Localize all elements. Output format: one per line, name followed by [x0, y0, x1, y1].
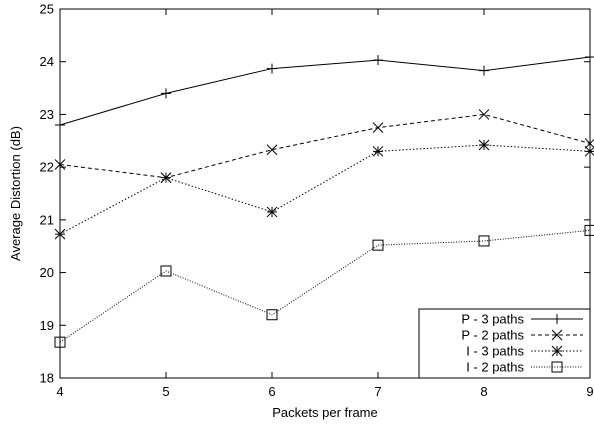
series-line — [59, 113, 591, 179]
square-marker — [478, 235, 490, 247]
asterisk-marker — [372, 145, 384, 157]
y-axis-title: Average Distortion (dB) — [8, 126, 23, 261]
asterisk-marker — [266, 206, 278, 218]
series-line — [59, 144, 591, 235]
series-line — [59, 56, 591, 126]
x-tick-label: 4 — [56, 384, 63, 399]
cross-marker — [478, 109, 490, 120]
cross-marker — [372, 122, 384, 133]
y-tick-label: 23 — [40, 107, 54, 122]
legend-label: I - 2 paths — [466, 360, 524, 375]
y-tick-label: 20 — [40, 265, 54, 280]
square-marker — [266, 309, 278, 321]
y-tick-label: 22 — [40, 160, 54, 175]
asterisk-marker — [54, 228, 66, 240]
plus-marker — [479, 65, 489, 76]
series-i-2-paths — [54, 224, 594, 348]
x-tick-label: 5 — [162, 384, 169, 399]
square-marker — [551, 361, 563, 373]
square-marker — [372, 239, 384, 251]
asterisk-marker — [478, 139, 490, 151]
plus-marker — [585, 51, 594, 62]
x-axis-title: Packets per frame — [272, 405, 378, 420]
plus-marker — [55, 119, 65, 130]
x-tick-label: 9 — [586, 384, 593, 399]
plus-marker — [373, 55, 383, 66]
cross-marker — [584, 138, 594, 149]
cross-marker — [551, 329, 563, 341]
asterisk-marker — [584, 145, 594, 157]
x-tick-label: 7 — [374, 384, 381, 399]
y-tick-label: 18 — [40, 371, 54, 386]
square-marker — [54, 336, 66, 348]
x-tick-label: 8 — [480, 384, 487, 399]
plus-marker — [552, 314, 562, 324]
legend-label: P - 3 paths — [461, 312, 524, 327]
axes: 18 19 20 21 22 23 24 25 4 5 6 7 8 9 — [40, 2, 594, 400]
y-tick-label: 25 — [40, 2, 54, 17]
y-tick-label: 24 — [40, 54, 54, 69]
plus-marker — [161, 88, 171, 99]
plus-marker — [267, 63, 277, 74]
series-i-3-paths — [54, 139, 594, 240]
cross-marker — [266, 144, 278, 156]
series-p-2-paths — [54, 109, 594, 184]
series-group — [54, 51, 594, 348]
y-tick-label: 21 — [40, 212, 54, 227]
cross-marker — [54, 159, 66, 170]
asterisk-marker — [551, 345, 563, 357]
square-marker — [160, 265, 172, 277]
legend-label: P - 2 paths — [461, 328, 524, 343]
x-tick-label: 6 — [268, 384, 275, 399]
asterisk-marker — [160, 172, 172, 184]
plot-frame — [59, 8, 591, 379]
legend-label: I - 3 paths — [466, 344, 524, 359]
series-p-3-paths — [55, 51, 594, 130]
square-marker — [584, 224, 594, 236]
y-tick-label: 19 — [40, 318, 54, 333]
